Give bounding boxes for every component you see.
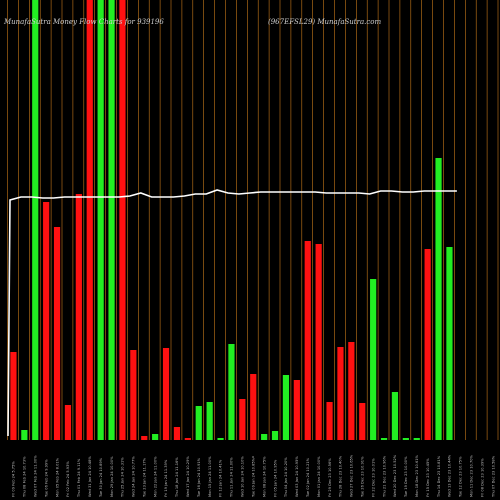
x-tick-label: Thu 25 Jan 24 10.31% [121,457,125,498]
bar-10 [119,0,126,440]
chart-title: MunafaSutra Money Flow Charts for 939196 [3,18,164,26]
bar-12 [141,436,148,440]
bar-4 [53,227,61,440]
x-tick-label: Wed 03 Jan 24 10.95% [295,456,299,497]
bar-2 [32,0,39,440]
x-tick-label: Tue 23 Jan 24 11.17% [142,457,146,498]
bar-35 [391,392,399,440]
bar-19 [217,438,224,440]
bar-5 [64,405,72,440]
x-tick-label: Fri 29 Dec 23 10.56% [328,458,332,497]
x-tick-label: Fri 05 Jan 24 10.95% [273,459,277,497]
bar-6 [75,194,82,440]
x-tick-label: Wed 13 Dec 23 10.44% [448,454,452,497]
bar-34 [380,438,388,440]
bar-26 [293,380,300,440]
bar-38 [424,249,431,440]
x-tick-label: Mon 22 Jan 24 11.00% [153,456,157,497]
x-tick-labels: Fri 09 Feb 24 5.75% Thu 08 Feb 24 10.73% W… [12,454,496,498]
bar-25 [282,375,290,440]
x-tick-label: Thu 11 Jan 24 11.00% [230,457,234,498]
x-tick-label: Wed 31 Jan 24 10.48% [88,456,92,497]
x-tick-label: Wed 24 Jan 24 10.77% [132,456,136,497]
x-tick-label: Tue 12 Dec 23 10.75% [459,456,463,498]
bar-13 [152,434,159,440]
x-tick-label: Mon 08 Jan 24 10.75% [262,456,266,497]
bar-28 [315,244,322,440]
bar-11 [130,350,137,440]
x-tick-label: Thu 18 Jan 24 11.16% [175,457,179,498]
x-tick-label: Thu 07 Dec 23 10.58% [491,455,495,498]
x-tick-label: Mon 29 Jan 24 10.00% [110,456,114,497]
bar-32 [359,403,366,440]
bar-37 [413,438,420,440]
x-tick-label: Wed 20 Dec 23 10.52% [393,454,397,497]
x-tick-label: Fri 19 Jan 24 11.39% [164,459,168,497]
chart-subtitle: (967EFSL29) MunafaSutra.com [268,18,381,26]
x-tick-label: Thu 28 Dec 23 10.40% [339,455,343,498]
x-tick-label: Thu 04 Jan 24 10.20% [284,457,288,498]
bar-33 [370,279,377,440]
bar-30 [337,347,344,440]
x-tick-label: Tue 02 Jan 24 10.21% [306,457,310,498]
bar-3 [43,202,50,440]
bar-23 [261,434,268,440]
bar-36 [402,438,409,440]
x-tick-label: Mon 01 Jan 24 10.00% [317,456,321,497]
bar-0 [10,352,17,440]
x-tick-label: Tue 06 Feb 24 9.99% [44,459,48,498]
bar-40 [446,247,453,440]
x-tick-label: Thu 08 Feb 24 10.73% [23,456,27,498]
x-tick-label: Wed 07 Feb 24 11.00% [34,455,38,497]
x-axis-mark: x [252,455,255,459]
bar-1 [21,430,28,440]
bar-17 [195,406,202,440]
x-tick-label: Fri 12 Jan 24 10.41% [219,459,223,497]
x-tick-label: Thu 01 Feb 24 9.11% [77,458,81,498]
bar-14 [162,348,170,440]
bar-15 [173,427,181,440]
bar-39 [435,158,442,440]
bar-8 [97,0,104,440]
bar-27 [304,241,311,440]
bar-29 [326,402,333,440]
x-tick-label: Thu 21 Dec 23 10.96% [382,455,386,498]
x-tick-label: Tue 30 Jan 24 10.89% [99,457,103,498]
x-tick-label: Fri 22 Dec 23 10.01% [371,458,375,497]
bar-22 [250,374,257,440]
bar-18 [206,402,213,440]
x-tick-label: Mon 18 Dec 23 10.61% [415,454,419,497]
bar-20 [228,344,235,440]
vertical-gridlines [7,0,499,440]
x-tick-label: Tue 09 Jan 24 10.85% [251,457,255,498]
bar-24 [271,431,279,440]
x-tick-label: Tue 26 Dec 23 10.91% [360,456,364,498]
x-tick-label: Wed 17 Jan 24 10.29% [186,456,190,497]
x-tick-label: Tue 16 Jan 24 10.91% [197,457,201,498]
x-tick-label: Mon 15 Jan 24 11.00% [208,456,212,497]
money-flow-bars [10,0,453,440]
bar-9 [108,0,115,440]
x-tick-label: Mon 05 Feb 24 8.01% [55,457,59,497]
trend-line [7,189,457,437]
x-tick-label: Mon 11 Dec 23 10.70% [469,454,473,497]
x-tick-label: Fri 02 Feb 24 5.93% [66,461,70,497]
x-tick-label: Wed 10 Jan 24 10.10% [241,456,245,497]
bar-31 [348,342,355,440]
x-tick-label: Wed 27 Dec 23 10.65% [350,454,354,497]
x-tick-label: Fri 15 Dec 23 10.45% [426,458,430,497]
x-tick-label: Tue 19 Dec 23 10.00% [404,456,408,498]
bar-21 [239,399,246,440]
x-tick-label: Thu 14 Dec 23 10.81% [437,455,441,498]
bar-16 [184,438,191,440]
x-tick-label: Fri 09 Feb 24 5.75% [12,461,16,497]
x-tick-label: Fri 08 Dec 23 10.39% [480,458,484,497]
bar-7 [86,0,93,440]
